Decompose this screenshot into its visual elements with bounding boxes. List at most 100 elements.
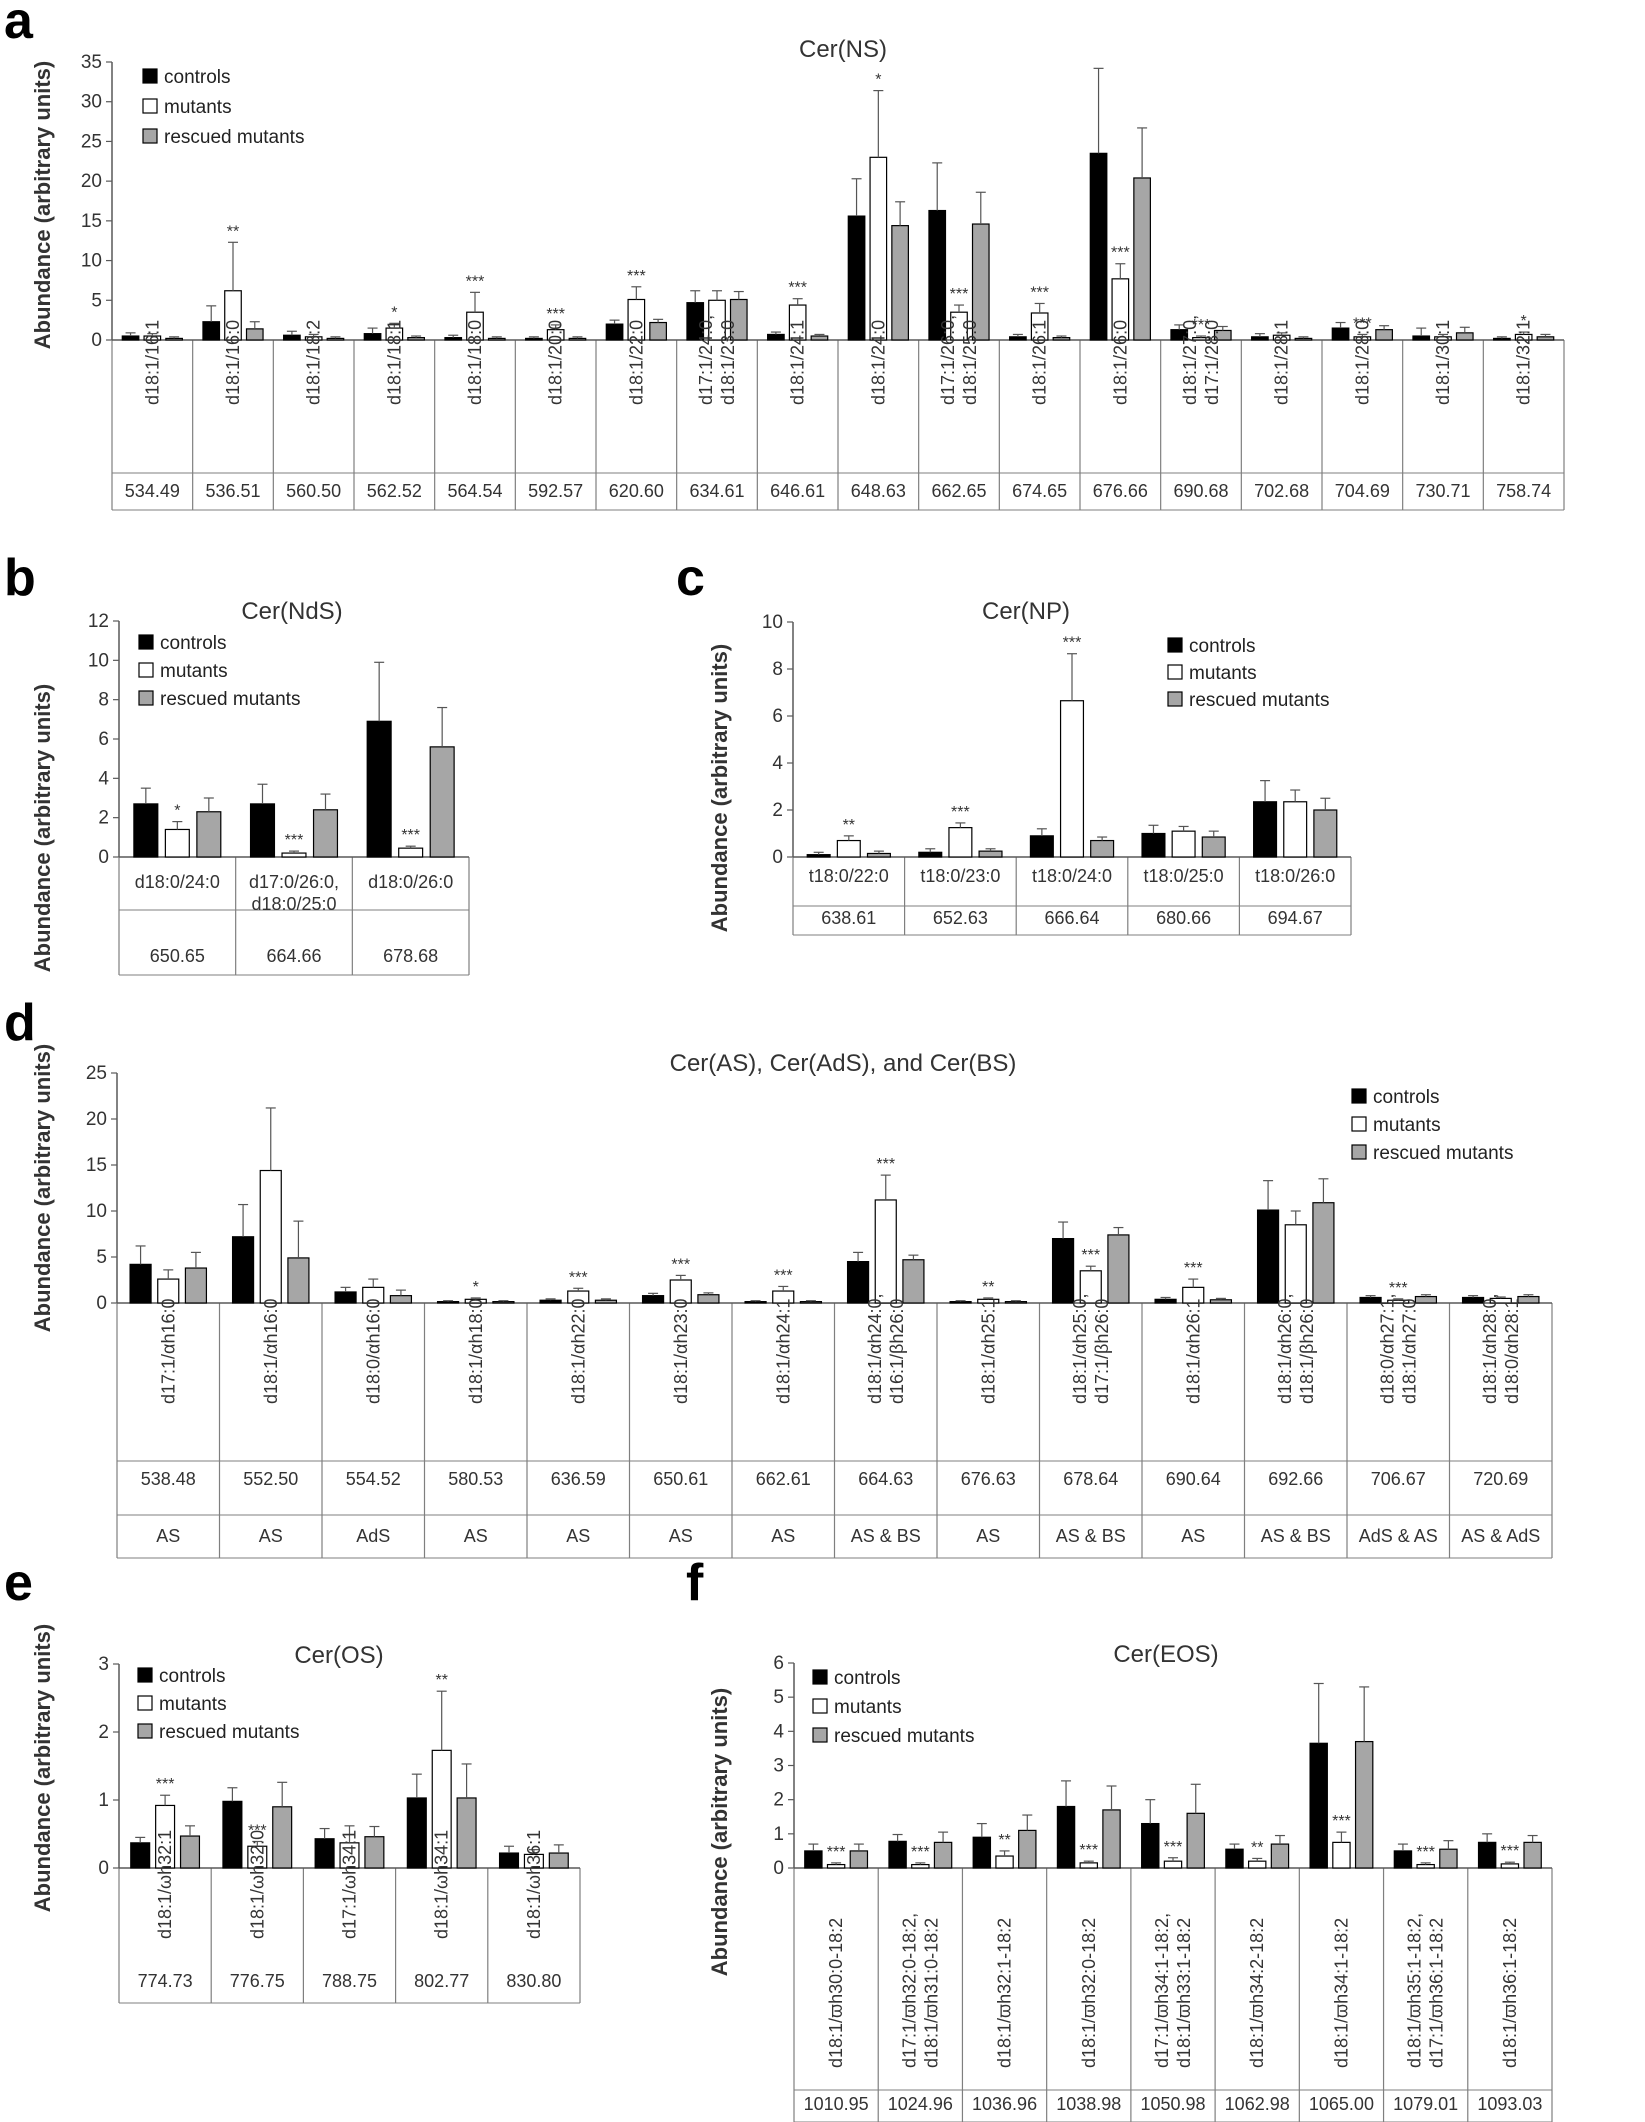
bar-mutants — [826, 1863, 846, 1869]
y-tick-label: 10 — [81, 251, 102, 272]
bar-rescued-mutants — [287, 1257, 310, 1304]
category-label: d18:1/18:2 — [304, 320, 324, 405]
category-label: d18:1/28:0 — [1352, 320, 1372, 405]
category-label: d18:1/16:0 — [223, 320, 243, 405]
panel-letter-f: f — [686, 1554, 704, 1612]
category-label: d18:1/ϖh34:1-18:2 — [1331, 1918, 1351, 2068]
bar-controls — [744, 1301, 767, 1304]
y-tick-label: 2 — [773, 1790, 784, 1811]
chart-panel-d: d Cer(AS), Cer(AdS), and Cer(BS) Abundance… — [4, 994, 1553, 1559]
bar-controls — [1056, 1805, 1076, 1869]
class-label: AS & AdS — [1461, 1526, 1540, 1546]
mz-value: 758.74 — [1496, 481, 1551, 501]
bar-rescued-mutants — [1004, 1301, 1028, 1304]
bar-rescued-mutants — [245, 328, 264, 341]
category-label: d18:1/22:0 — [626, 320, 646, 405]
y-axis-label: Abundance (arbitrary units) — [30, 1044, 55, 1332]
category-label: d17:1/26:0, — [938, 315, 958, 405]
bar-mutants — [1079, 1862, 1099, 1869]
bar-controls — [1141, 832, 1166, 858]
bar-controls — [918, 851, 943, 858]
mz-value: 690.68 — [1173, 481, 1228, 501]
y-tick-label: 10 — [88, 650, 109, 671]
category-label: d17:1/αh16:0 — [158, 1299, 178, 1405]
bar-mutants — [1500, 1863, 1520, 1869]
category-label: d18:1/βh26:0 — [1297, 1299, 1317, 1404]
category-label: d18:1/ϖh32:1-18:2 — [995, 1918, 1015, 2068]
legend: controls mutants rescued mutants — [137, 1666, 299, 1743]
mz-value: 702.68 — [1254, 481, 1309, 501]
chart-panel-a: a Cer(NS) Abundance (arbitrary units) 0 5 10 1… — [4, 0, 1565, 511]
category-label: d17:1/ϖh36:1-18:2 — [1427, 1918, 1447, 2068]
category-label: d18:1/24:1 — [788, 320, 808, 405]
y-tick-label: 4 — [772, 753, 783, 774]
y-tick-label: 20 — [81, 171, 102, 192]
chart-title: Cer(OS) — [294, 1642, 383, 1669]
y-axis-label: Abundance (arbitrary units) — [30, 684, 55, 972]
bar-mutants — [911, 1863, 930, 1869]
bar-mutants — [1416, 1863, 1435, 1869]
y-tick-label: 0 — [773, 1858, 784, 1879]
bar-rescued-mutants — [456, 1797, 477, 1869]
bar-mutants — [281, 852, 307, 858]
category-label: t18:0/25:0 — [1144, 866, 1224, 886]
mz-value: 634.61 — [689, 481, 744, 501]
bar-mutants — [874, 1199, 897, 1304]
mz-value: 662.61 — [756, 1469, 811, 1489]
significance-marker: *** — [401, 827, 420, 844]
category-label: d18:1/ϖh35:1-18:2, — [1405, 1913, 1425, 2068]
mz-value: 690.64 — [1166, 1469, 1221, 1489]
y-tick-label: 12 — [88, 611, 109, 632]
bar-controls — [334, 1291, 357, 1304]
mz-value: 552.50 — [243, 1469, 298, 1489]
y-tick-label: 2 — [772, 800, 783, 821]
mz-value: 692.66 — [1268, 1469, 1323, 1489]
y-axis-label: Abundance (arbitrary units) — [30, 1624, 55, 1912]
legend-swatch-rescued-mutants — [1167, 691, 1183, 707]
class-label: AS — [156, 1526, 180, 1546]
panel-letter-a: a — [4, 0, 34, 50]
bar-rescued-mutants — [799, 1301, 823, 1304]
bar-controls — [129, 1263, 152, 1304]
y-tick-label: 6 — [772, 706, 783, 727]
bar-rescued-mutants — [272, 1806, 293, 1869]
bar-rescued-mutants — [933, 1841, 953, 1869]
bar-mutants — [995, 1855, 1014, 1869]
legend-label: mutants — [834, 1697, 902, 1718]
chart-title: Cer(NS) — [799, 36, 887, 63]
bar-rescued-mutants — [866, 852, 891, 858]
legend: controls mutants rescued mutants — [142, 67, 304, 148]
mz-value: 706.67 — [1371, 1469, 1426, 1489]
y-tick-label: 6 — [98, 729, 109, 750]
mz-value: 776.75 — [230, 1971, 285, 1991]
bar-rescued-mutants — [1375, 329, 1393, 341]
legend-label: controls — [1373, 1087, 1440, 1108]
significance-marker: *** — [1184, 1260, 1203, 1277]
y-tick-label: 0 — [98, 847, 109, 868]
significance-marker: *** — [827, 1844, 846, 1861]
significance-marker: *** — [911, 1844, 930, 1861]
bar-controls — [1089, 152, 1108, 341]
significance-marker: ** — [435, 1672, 447, 1689]
category-label: d17:1/ϖh34:1-18:2, — [1152, 1913, 1172, 2068]
significance-marker: *** — [876, 1156, 895, 1173]
significance-marker: *** — [1192, 317, 1211, 334]
y-tick-label: 0 — [98, 1858, 109, 1879]
bar-controls — [1412, 335, 1431, 341]
bar-rescued-mutants — [196, 811, 222, 858]
bar-rescued-mutants — [487, 337, 506, 341]
bar-rescued-mutants — [1201, 836, 1226, 858]
class-label: AS — [669, 1526, 693, 1546]
category-label: d18:1/αh23:0 — [671, 1299, 691, 1405]
panel-letter-d: d — [4, 994, 36, 1052]
y-tick-label: 10 — [762, 612, 783, 633]
class-label: AdS — [356, 1526, 390, 1546]
mz-value: 562.52 — [367, 481, 422, 501]
significance-marker: *** — [1111, 245, 1130, 262]
bar-controls — [767, 333, 785, 341]
significance-marker: *** — [156, 1776, 175, 1793]
category-label: d18:1/ϖh30:0-18:2 — [826, 1918, 846, 2068]
mz-value: 1050.98 — [1140, 2094, 1205, 2114]
category-label: d18:1/18:1 — [384, 320, 404, 405]
